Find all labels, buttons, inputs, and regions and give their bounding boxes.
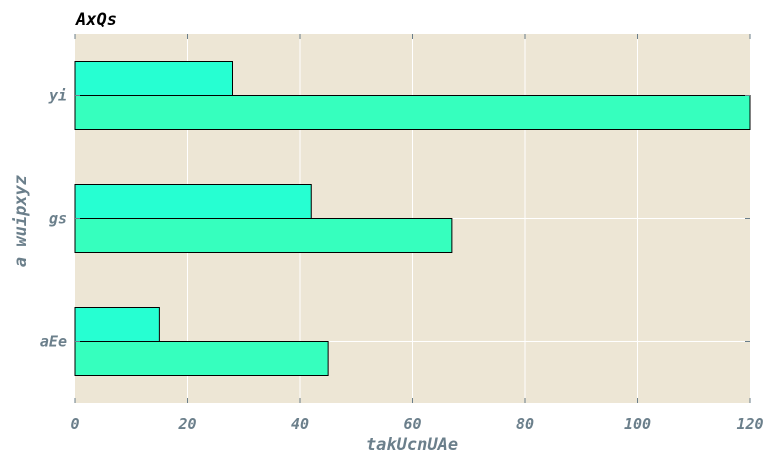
y-tick-labels: aEe gs yi	[40, 87, 67, 351]
bar-series-2-aEe	[74, 341, 329, 376]
y-axis-label: a wuipxyz	[11, 175, 31, 267]
bar-series-1-yi	[74, 61, 233, 96]
bar-series-1-gs	[74, 184, 312, 219]
x-tick-label: 100	[624, 415, 651, 433]
x-tick-label: 120	[736, 415, 763, 433]
tick-marks	[74, 34, 751, 403]
y-tick-label: yi	[48, 87, 67, 105]
bars	[74, 61, 751, 376]
x-tick-label: 40	[291, 415, 309, 433]
y-tick-label: aEe	[40, 333, 67, 351]
x-axis-label: takUcnUAe	[366, 435, 458, 455]
x-tick-labels: 0 20 40 60 80 100 120	[70, 415, 763, 433]
x-tick-label: 0	[70, 415, 79, 433]
x-tick-label: 80	[516, 415, 534, 433]
x-tick-label: 20	[177, 415, 196, 433]
bar-series-2-gs	[74, 218, 453, 253]
chart-title: AxQs	[75, 10, 117, 30]
x-tick-label: 60	[403, 415, 421, 433]
bar-series-2-yi	[74, 95, 751, 130]
bar-series-1-aEe	[74, 307, 160, 342]
y-tick-label: gs	[49, 210, 67, 228]
